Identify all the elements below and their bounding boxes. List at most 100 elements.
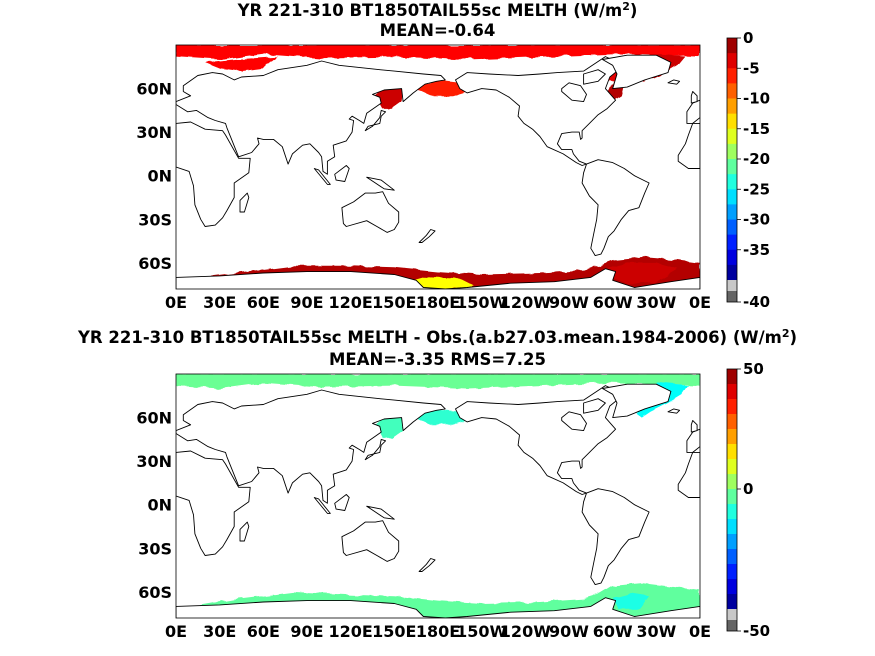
coastline-south-america-0 [581, 159, 650, 257]
x-tick-label-0-5: 150E [372, 293, 416, 312]
coastline-australia-0 [341, 191, 400, 233]
heatmap-region-1-3 [375, 417, 404, 438]
colorbar-segment [727, 444, 737, 460]
x-tick-label-1-8: 120W [500, 622, 551, 641]
coastline-australia-1 [341, 520, 400, 562]
x-tick-label-0-1: 30E [203, 293, 236, 312]
x-tick-label-1-6: 180E [416, 622, 460, 641]
coastline-new-guinea-1 [366, 505, 395, 520]
top-panel-title: YR 221-310 BT1850TAIL55sc MELTH (W/m2) [237, 0, 638, 20]
colorbar-tick-label-0-1: -5 [743, 59, 760, 77]
colorbar-border [726, 37, 738, 303]
coastline-borneo-0 [334, 165, 350, 182]
x-tick-label-1-0: 0E [165, 622, 187, 641]
coastline-greenland-0 [602, 54, 672, 90]
coastline-nz-0 [418, 229, 436, 243]
colorbar-segment [727, 519, 737, 535]
bottom-panel-title: YR 221-310 BT1850TAIL55sc MELTH - Obs.(a… [77, 327, 798, 347]
x-tick-label-1-11: 30W [636, 622, 676, 641]
y-tick-label-1-3: 30S [138, 539, 172, 558]
colorbar-undefined-light [727, 280, 737, 291]
coastline-africa-1 [176, 450, 251, 556]
colorbar-undefined-dark [727, 291, 737, 302]
colorbar-tick-label-0-2: -10 [743, 90, 770, 108]
coastline-borneo-1 [334, 494, 350, 511]
coastline-europe-west-1 [686, 428, 700, 453]
coastline-nz-1 [418, 558, 436, 572]
colorbar-tick-label-0-5: -25 [743, 180, 770, 198]
x-tick-label-1-12: 0E [689, 622, 711, 641]
bottom-panel-stats: MEAN=-3.35 RMS=7.25 [329, 350, 546, 369]
coastline-hudson-bay-0 [561, 82, 587, 103]
x-tick-label-0-12: 0E [689, 293, 711, 312]
colorbar-segment [727, 38, 737, 54]
x-tick-label-0-4: 120E [329, 293, 373, 312]
x-tick-label-0-0: 0E [165, 293, 187, 312]
coastline-japan-0 [364, 109, 387, 132]
colorbar-segment [727, 399, 737, 415]
heatmap-region-1-0 [176, 374, 700, 389]
heatmap-region-0-10 [408, 277, 475, 289]
colorbar-segment [727, 68, 737, 84]
colorbar-tick-label-1-2: -50 [743, 622, 770, 640]
x-tick-label-0-11: 30W [636, 293, 676, 312]
x-tick-label-1-9: 90W [549, 622, 589, 641]
colorbar-segment [727, 549, 737, 565]
colorbar-segment [727, 414, 737, 430]
coastline-eurasia-1 [176, 389, 446, 504]
colorbar-segment [727, 234, 737, 251]
y-tick-label-1-2: 0N [147, 496, 172, 515]
colorbar-segment [727, 113, 737, 130]
coastline-africa-west-0 [677, 122, 700, 169]
colorbar-segment [727, 459, 737, 475]
colorbar-undefined-light [727, 609, 737, 620]
colorbar-tick-label-0-8: -40 [743, 293, 770, 311]
colorbar-segment [727, 264, 737, 281]
y-tick-label-0-0: 60N [136, 80, 172, 99]
heatmap-region-0-0 [176, 45, 700, 60]
coastline-antarctica-0 [176, 268, 700, 289]
colorbar-segment [727, 594, 737, 610]
x-tick-label-0-8: 120W [500, 293, 551, 312]
colorbar-segment [727, 83, 737, 99]
y-tick-label-0-1: 30N [136, 123, 172, 142]
colorbar-tick-label-0-3: -15 [743, 120, 770, 138]
colorbar-undefined-dark [727, 620, 737, 631]
colorbar-segment [727, 159, 737, 175]
coastline-uk-1 [690, 420, 698, 433]
colorbar-tick-label-0-0: 0 [743, 29, 753, 47]
coastline-antarctica-1 [176, 597, 700, 618]
y-tick-label-1-0: 60N [136, 409, 172, 428]
y-tick-label-0-4: 60S [138, 254, 172, 273]
coastline-baffin-0 [583, 69, 606, 85]
x-tick-label-0-2: 60E [247, 293, 280, 312]
colorbar-tick-label-0-7: -35 [743, 241, 770, 259]
coastline-hudson-bay-1 [561, 411, 587, 432]
heatmap-region-0-6 [375, 88, 404, 109]
x-tick-label-0-10: 60W [593, 293, 633, 312]
coastline-madagascar-0 [239, 192, 250, 213]
x-tick-label-1-3: 90E [290, 622, 323, 641]
coastline-greenland-1 [602, 383, 672, 419]
coastline-uk-0 [690, 91, 698, 104]
y-tick-label-1-4: 60S [138, 583, 172, 602]
x-tick-label-1-10: 60W [593, 622, 633, 641]
colorbar-segment [727, 564, 737, 580]
colorbar-segment [727, 53, 737, 69]
colorbar-border [726, 368, 738, 632]
colorbar-1: 50 0 -50 [726, 360, 770, 640]
x-tick-label-1-2: 60E [247, 622, 280, 641]
colorbar-segment [727, 489, 737, 505]
x-tick-label-0-9: 90W [549, 293, 589, 312]
colorbar-segment [727, 143, 737, 160]
x-tick-label-1-5: 150E [372, 622, 416, 641]
colorbar-segment [727, 219, 737, 236]
colorbar-segment [727, 474, 737, 490]
coastline-africa-west-1 [677, 451, 700, 498]
colorbar-segment [727, 98, 737, 115]
colorbar-segment [727, 204, 737, 220]
x-tick-label-1-7: 150W [456, 622, 507, 641]
coastline-sumatra-0 [313, 168, 331, 185]
top-map-panel: 60N 30N 0N 30S 60S 0E 30E 60E 90E 120E 150E 180E150… [136, 29, 770, 312]
coastline-iceland-1 [667, 408, 681, 414]
